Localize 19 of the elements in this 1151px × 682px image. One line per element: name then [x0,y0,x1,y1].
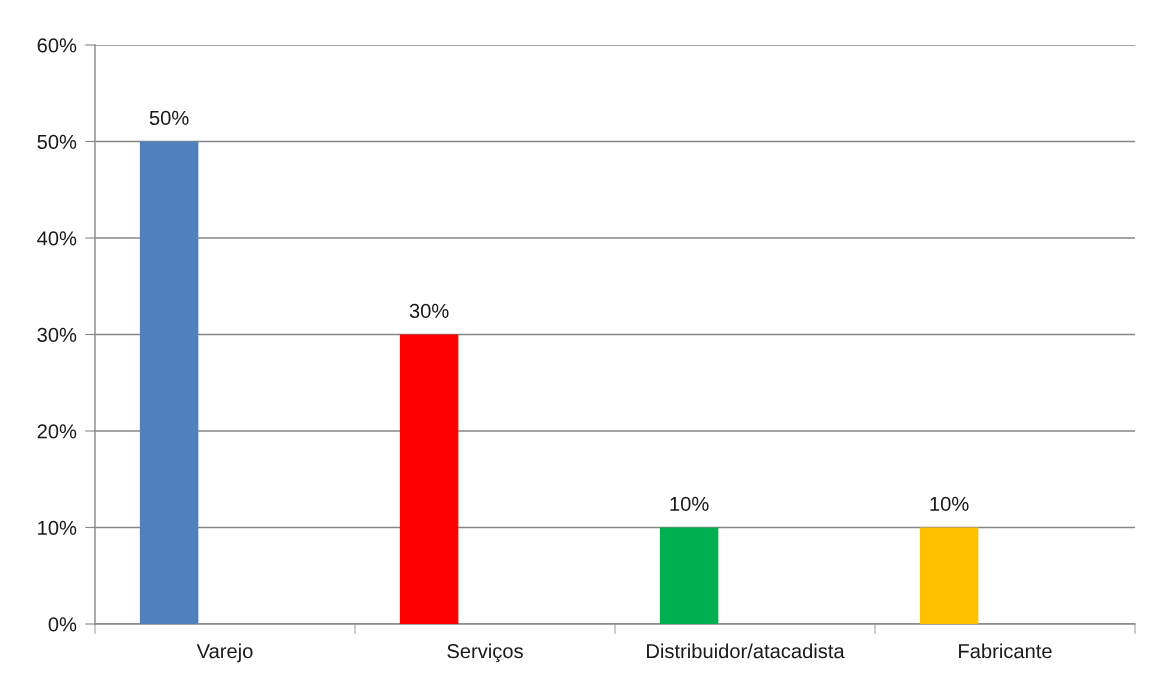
y-tick-label: 10% [38,520,77,535]
x-tick-label: Fabricante [959,643,1052,659]
x-tick-label: Serviços [447,643,523,663]
y-tick-label: 60% [37,38,77,53]
y-tick-label: 20% [37,424,77,439]
data-label: 50% [149,110,189,126]
bar [919,527,979,624]
data-label: 10% [930,496,969,512]
data-label: 30% [409,303,449,319]
x-tick-label: Distribuidor/atacadista [647,643,845,659]
y-tick-label: 40% [37,231,77,246]
y-tick-label: 50% [37,134,77,149]
bar [399,334,459,624]
bar [659,527,719,624]
x-tick-label: Varejo [196,643,253,663]
y-tick-label: 30% [37,327,77,342]
y-tick-label: 0% [48,617,77,632]
data-label: 10% [670,496,709,512]
bar [139,141,199,624]
